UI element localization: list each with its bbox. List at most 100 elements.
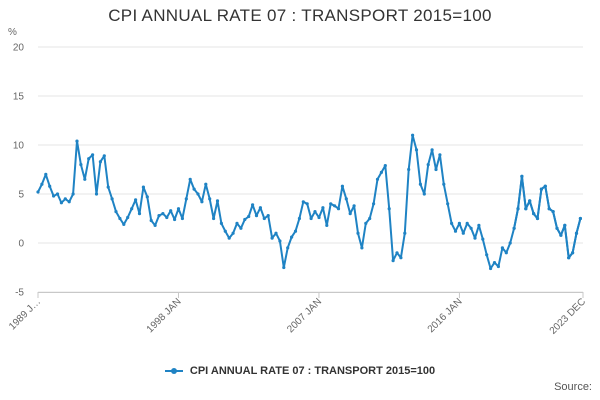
data-point[interactable] xyxy=(192,187,196,191)
data-point[interactable] xyxy=(333,204,337,208)
data-point[interactable] xyxy=(87,157,91,161)
data-point[interactable] xyxy=(325,223,329,227)
data-point[interactable] xyxy=(434,167,438,172)
data-point[interactable] xyxy=(418,182,422,186)
data-point[interactable] xyxy=(118,216,122,221)
data-point[interactable] xyxy=(504,251,508,255)
data-point[interactable] xyxy=(356,231,360,235)
data-point[interactable] xyxy=(102,154,106,158)
data-point[interactable] xyxy=(83,177,87,181)
data-point[interactable] xyxy=(239,226,243,230)
data-point[interactable] xyxy=(270,236,274,240)
data-point[interactable] xyxy=(352,204,356,208)
data-point[interactable] xyxy=(309,216,313,221)
overlay-data-point[interactable] xyxy=(512,226,516,230)
data-point[interactable] xyxy=(399,256,403,260)
data-point[interactable] xyxy=(165,215,169,220)
data-point[interactable] xyxy=(130,207,134,211)
data-point[interactable] xyxy=(340,184,344,188)
data-point[interactable] xyxy=(106,185,110,189)
overlay-data-point[interactable] xyxy=(535,216,540,221)
data-point[interactable] xyxy=(161,212,165,216)
data-point[interactable] xyxy=(157,214,161,218)
legend[interactable]: CPI ANNUAL RATE 07 : TRANSPORT 2015=100 xyxy=(0,365,600,377)
data-point[interactable] xyxy=(313,210,317,214)
data-point[interactable] xyxy=(492,261,497,265)
data-point[interactable] xyxy=(36,190,40,194)
data-point[interactable] xyxy=(180,216,184,221)
data-point[interactable] xyxy=(364,221,368,225)
overlay-data-point[interactable] xyxy=(543,184,547,188)
data-point[interactable] xyxy=(71,192,75,196)
data-point[interactable] xyxy=(91,153,95,157)
overlay-data-point[interactable] xyxy=(520,174,524,178)
data-point[interactable] xyxy=(126,215,130,220)
overlay-data-point[interactable] xyxy=(524,207,528,211)
data-point[interactable] xyxy=(473,236,477,240)
data-point[interactable] xyxy=(344,197,348,201)
data-point[interactable] xyxy=(227,236,231,240)
data-point[interactable] xyxy=(145,195,149,199)
data-point[interactable] xyxy=(305,202,309,206)
data-point[interactable] xyxy=(141,185,145,189)
data-point[interactable] xyxy=(450,221,454,225)
data-point[interactable] xyxy=(204,182,208,186)
data-point[interactable] xyxy=(489,266,493,271)
data-point[interactable] xyxy=(430,148,434,152)
data-point[interactable] xyxy=(231,231,235,235)
data-point[interactable] xyxy=(360,246,364,250)
data-point[interactable] xyxy=(348,212,352,216)
data-point[interactable] xyxy=(176,207,181,211)
data-point[interactable] xyxy=(212,216,216,221)
data-point[interactable] xyxy=(387,207,391,211)
data-point[interactable] xyxy=(75,139,79,143)
data-point[interactable] xyxy=(278,239,282,243)
overlay-data-point[interactable] xyxy=(567,256,571,260)
data-point[interactable] xyxy=(379,170,383,174)
data-point[interactable] xyxy=(114,210,118,214)
data-point[interactable] xyxy=(442,182,446,186)
data-point[interactable] xyxy=(262,216,266,221)
data-point[interactable] xyxy=(258,206,262,210)
data-point[interactable] xyxy=(188,177,192,181)
data-point[interactable] xyxy=(219,221,223,225)
data-point[interactable] xyxy=(329,202,333,206)
data-point[interactable] xyxy=(251,203,255,207)
overlay-data-point[interactable] xyxy=(547,207,551,211)
data-point[interactable] xyxy=(173,217,177,222)
data-point[interactable] xyxy=(48,184,52,188)
data-point[interactable] xyxy=(59,201,64,205)
data-point[interactable] xyxy=(368,216,372,221)
data-point[interactable] xyxy=(149,218,153,223)
overlay-data-point[interactable] xyxy=(516,207,520,211)
data-point[interactable] xyxy=(297,216,301,221)
data-point[interactable] xyxy=(422,192,426,196)
data-point[interactable] xyxy=(215,199,220,203)
overlay-data-point[interactable] xyxy=(539,187,544,191)
data-point[interactable] xyxy=(500,246,504,250)
data-point[interactable] xyxy=(317,215,321,220)
data-point[interactable] xyxy=(153,223,157,227)
data-point[interactable] xyxy=(67,200,71,204)
data-point[interactable] xyxy=(286,246,290,250)
overlay-data-point[interactable] xyxy=(563,223,567,227)
data-point[interactable] xyxy=(40,182,44,186)
data-point[interactable] xyxy=(235,221,239,225)
data-point[interactable] xyxy=(223,229,227,233)
overlay-data-point[interactable] xyxy=(555,226,559,230)
data-point[interactable] xyxy=(200,200,204,204)
overlay-data-point[interactable] xyxy=(571,251,575,255)
data-point[interactable] xyxy=(395,251,399,255)
data-point[interactable] xyxy=(196,192,200,196)
data-point[interactable] xyxy=(403,231,407,235)
data-point[interactable] xyxy=(301,200,305,204)
data-point[interactable] xyxy=(169,209,173,213)
data-point[interactable] xyxy=(496,264,500,269)
data-point[interactable] xyxy=(254,214,259,218)
data-point[interactable] xyxy=(98,160,102,164)
data-point[interactable] xyxy=(266,214,270,218)
data-point[interactable] xyxy=(52,194,56,198)
data-point[interactable] xyxy=(274,231,278,235)
data-point[interactable] xyxy=(453,229,458,233)
data-point[interactable] xyxy=(411,133,415,137)
